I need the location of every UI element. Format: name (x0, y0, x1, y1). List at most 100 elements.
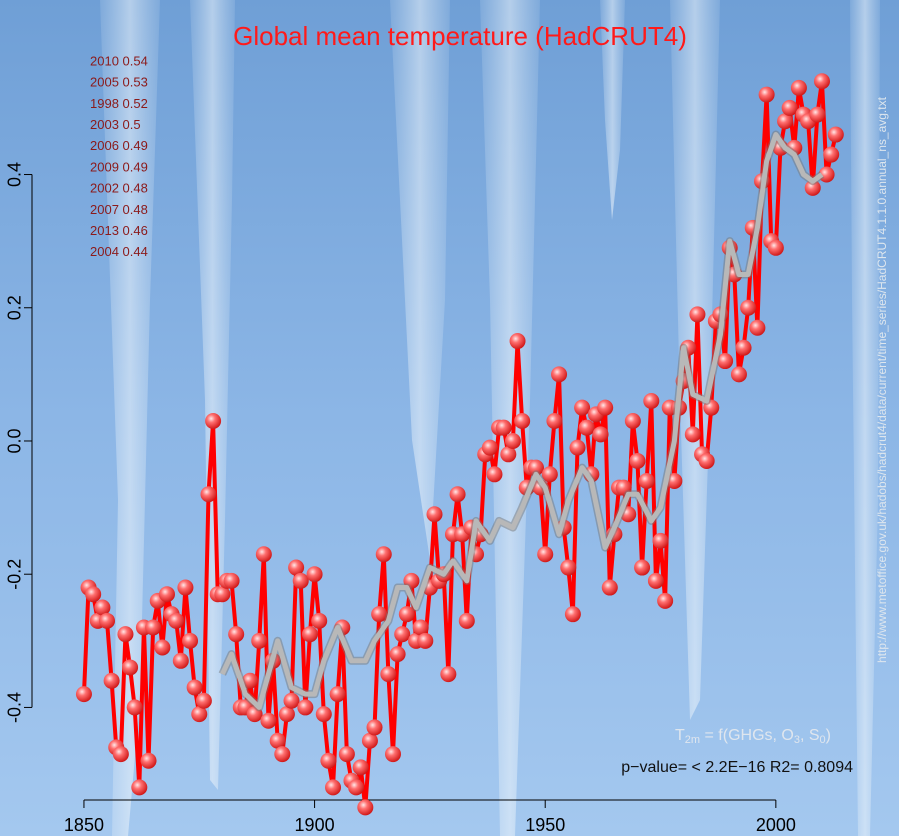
data-point (427, 506, 443, 522)
data-point (348, 779, 364, 795)
data-point (486, 466, 502, 482)
data-point (182, 633, 198, 649)
y-tick-label: 0.4 (5, 162, 25, 187)
data-point (653, 533, 669, 549)
data-point (570, 440, 586, 456)
data-point (251, 633, 267, 649)
data-point (625, 413, 641, 429)
data-point (256, 546, 272, 562)
data-point (187, 679, 203, 695)
source-url: http://www.metoffice.gov.uk/hadobs/hadcr… (875, 96, 889, 663)
y-tick-label: 0.0 (5, 428, 25, 453)
data-point (311, 613, 327, 629)
x-tick-label: 1950 (525, 815, 565, 835)
data-point (307, 566, 323, 582)
data-point (634, 560, 650, 576)
data-point (141, 753, 157, 769)
formula-part: = f(GHGs, O (700, 727, 794, 744)
data-point (597, 400, 613, 416)
stats-annotation: p−value= < 2.2E−16 R2= 0.8094 (621, 759, 853, 776)
data-point (629, 453, 645, 469)
data-point (177, 580, 193, 596)
record-entry: 2009 0.49 (90, 159, 148, 174)
data-point (302, 626, 318, 642)
data-point (353, 759, 369, 775)
record-entry: 2004 0.44 (90, 244, 148, 259)
data-point (159, 586, 175, 602)
data-point (154, 639, 170, 655)
data-point (699, 453, 715, 469)
data-point (823, 147, 839, 163)
data-point (749, 320, 765, 336)
data-point (602, 580, 618, 596)
data-point (505, 433, 521, 449)
data-point (367, 719, 383, 735)
data-point (274, 746, 290, 762)
data-point (643, 393, 659, 409)
y-tick-label: -0.4 (5, 692, 25, 723)
data-point (297, 699, 313, 715)
data-point (380, 666, 396, 682)
data-point (496, 420, 512, 436)
data-point (560, 560, 576, 576)
data-point (510, 333, 526, 349)
data-point (228, 626, 244, 642)
data-point (320, 753, 336, 769)
data-point (791, 80, 807, 96)
x-tick-label: 2000 (756, 815, 796, 835)
formula-part: 2m (685, 734, 700, 746)
data-point (440, 666, 456, 682)
data-point (565, 606, 581, 622)
data-point (574, 400, 590, 416)
data-point (196, 693, 212, 709)
data-point (782, 100, 798, 116)
x-tick-label: 1850 (64, 815, 104, 835)
data-point (689, 306, 705, 322)
data-point (482, 440, 498, 456)
record-entry: 2013 0.46 (90, 223, 148, 238)
data-point (546, 413, 562, 429)
data-point (122, 659, 138, 675)
data-point (99, 613, 115, 629)
data-point (417, 633, 433, 649)
record-entry: 1998 0.52 (90, 96, 148, 111)
data-point (325, 779, 341, 795)
data-point (809, 107, 825, 123)
data-point (376, 546, 392, 562)
data-point (357, 799, 373, 815)
formula-part: ) (826, 727, 831, 744)
formula-part: T (675, 727, 685, 744)
data-point (200, 486, 216, 502)
data-point (127, 699, 143, 715)
data-point (537, 546, 553, 562)
record-entry: 2003 0.5 (90, 117, 141, 132)
data-point (459, 613, 475, 629)
data-point (145, 619, 161, 635)
record-entry: 2007 0.48 (90, 202, 148, 217)
chart-title: Global mean temperature (HadCRUT4) (233, 21, 687, 51)
data-point (731, 366, 747, 382)
x-tick-label: 1900 (295, 815, 335, 835)
data-point (394, 626, 410, 642)
data-point (104, 673, 120, 689)
data-point (514, 413, 530, 429)
data-point (593, 426, 609, 442)
data-point (551, 366, 567, 382)
data-point (131, 779, 147, 795)
record-entry: 2005 0.53 (90, 75, 148, 90)
record-entry: 2006 0.49 (90, 138, 148, 153)
record-entry: 2002 0.48 (90, 181, 148, 196)
data-point (330, 686, 346, 702)
data-point (685, 426, 701, 442)
data-point (117, 626, 133, 642)
data-point (224, 573, 240, 589)
data-point (390, 646, 406, 662)
data-point (293, 573, 309, 589)
chart: Global mean temperature (HadCRUT4) http:… (0, 0, 899, 836)
y-tick-label: -0.2 (5, 559, 25, 590)
data-point (316, 706, 332, 722)
data-point (113, 746, 129, 762)
data-point (85, 586, 101, 602)
formula-part: , S (800, 727, 820, 744)
data-point (579, 420, 595, 436)
